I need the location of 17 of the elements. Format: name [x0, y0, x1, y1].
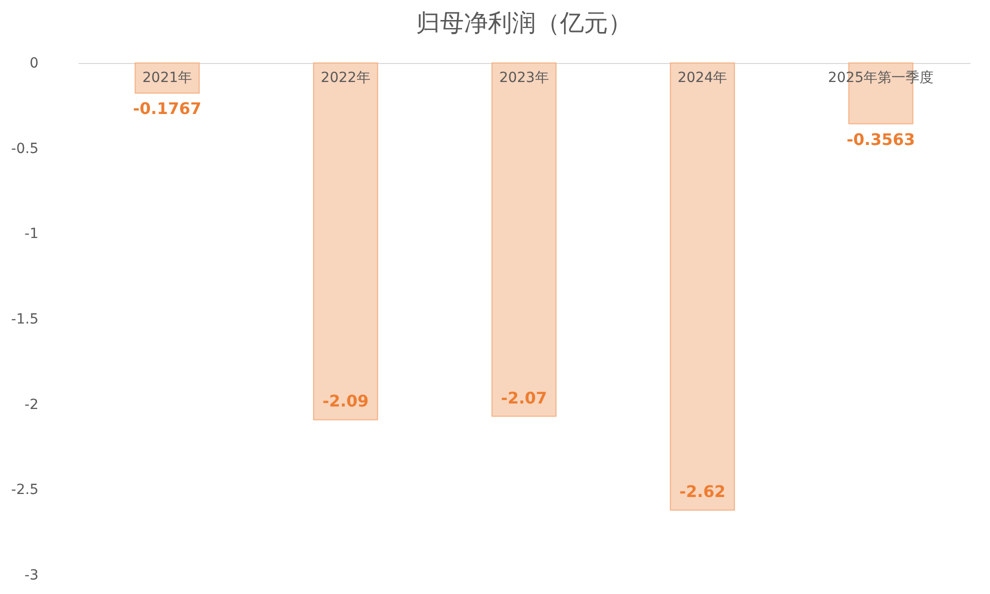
x-tick-label: 2022年: [320, 70, 370, 86]
y-tick-label: -1.5: [11, 312, 38, 328]
data-label: -2.62: [679, 482, 726, 502]
chart-title: 归母净利润（亿元）: [416, 9, 632, 37]
y-tick-label: -1: [24, 226, 38, 242]
data-label: -2.07: [500, 388, 548, 408]
y-tick-label: -2: [24, 396, 38, 413]
data-label: -0.1767: [133, 99, 202, 118]
y-tick-label: -2.5: [11, 482, 38, 498]
y-tick-label: -3: [24, 568, 38, 584]
x-tick-label: 2024年: [678, 70, 728, 86]
x-tick-label: 2023年: [499, 70, 549, 86]
data-label: -0.3563: [846, 130, 915, 149]
x-tick-label: 2021年: [142, 70, 192, 86]
y-tick-label: 0: [30, 56, 38, 72]
y-tick-label: -0.5: [11, 140, 38, 157]
data-label: -2.09: [322, 392, 369, 411]
